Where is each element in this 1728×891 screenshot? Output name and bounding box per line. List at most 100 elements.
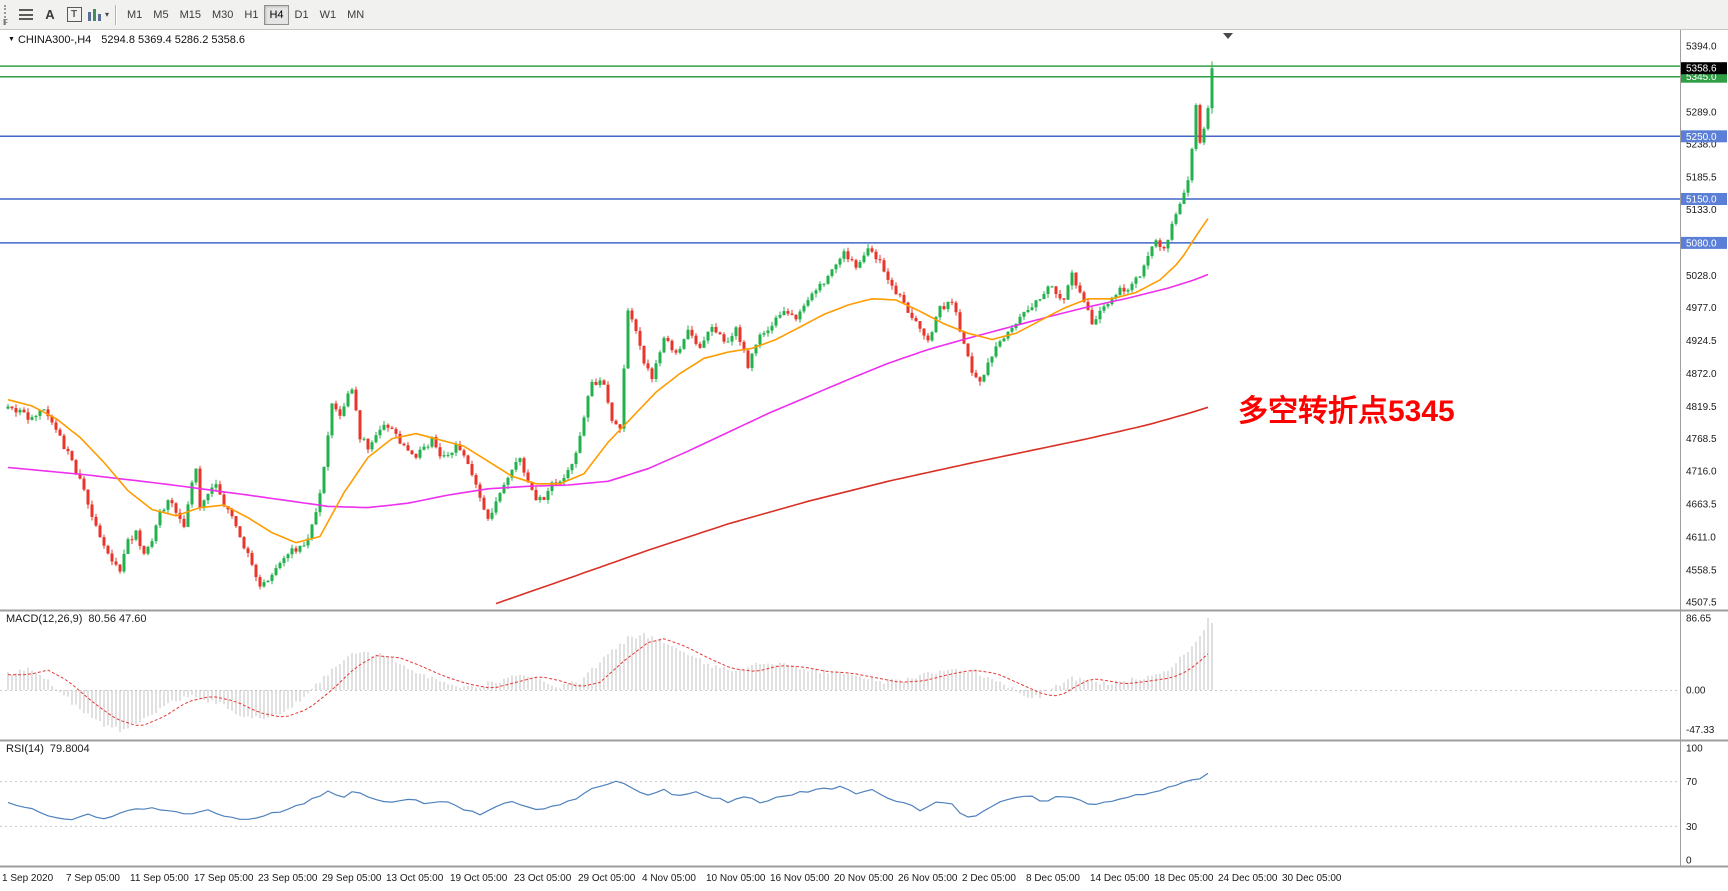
candle-body: [1046, 286, 1050, 294]
candle-body: [234, 516, 238, 527]
candle-body: [1070, 272, 1074, 286]
timeframe-button-m15[interactable]: M15: [175, 5, 206, 25]
candle-body: [486, 509, 490, 519]
candle-body: [786, 311, 790, 314]
font-a-button[interactable]: A: [38, 4, 62, 26]
candle-body: [254, 564, 258, 578]
candle-body: [38, 410, 42, 416]
candle-body: [78, 473, 82, 479]
candle-body: [674, 350, 678, 353]
candle-body: [818, 283, 822, 291]
price-axis-label: 4768.5: [1686, 434, 1717, 445]
candle-body: [914, 318, 918, 322]
ma-slow-line: [495, 406, 1209, 605]
candle-body: [306, 538, 310, 546]
macd-axis-label: 0.00: [1686, 686, 1706, 697]
price-tag: [1681, 130, 1727, 143]
candle-body: [442, 455, 446, 457]
candle-body: [1038, 299, 1042, 301]
price-tag-label: 5358.6: [1686, 64, 1717, 75]
candle-body: [1126, 290, 1130, 292]
candle-body: [482, 497, 486, 510]
candle-body: [762, 333, 766, 335]
timeframe-button-h1[interactable]: H1: [239, 5, 263, 25]
candle-body: [290, 548, 294, 555]
candle-body: [462, 450, 466, 456]
candle-body: [62, 435, 66, 449]
candle-body: [1022, 311, 1026, 317]
menu-button[interactable]: [14, 4, 38, 26]
candle-body: [586, 396, 590, 418]
candle-body: [790, 313, 794, 315]
candle-body: [1134, 277, 1138, 284]
chart-title-symbol: CHINA300-,H4: [17, 34, 92, 46]
candle-body: [714, 327, 718, 333]
candle-body: [1194, 105, 1198, 149]
candle-body: [90, 504, 94, 517]
candle-body: [130, 539, 134, 541]
candle-body: [1186, 180, 1190, 193]
rsi-label: RSI(14) 79.8004: [6, 743, 90, 755]
candle-body: [194, 468, 198, 483]
candle-body: [246, 548, 250, 553]
chart-objects-icon: [88, 8, 101, 21]
toolbar-separator: [115, 4, 118, 25]
candle-body: [326, 435, 330, 467]
timeframe-button-m1[interactable]: M1: [122, 5, 147, 25]
candle-body: [158, 511, 162, 526]
menu-icon: [19, 9, 33, 20]
candle-body: [738, 327, 742, 342]
chart-annotation[interactable]: 多空转折点5345: [1238, 395, 1455, 428]
candle-body: [1086, 301, 1090, 310]
chart-shift-marker[interactable]: [1223, 33, 1233, 39]
time-axis-label: 16 Nov 05:00: [770, 873, 830, 884]
candle-body: [514, 462, 518, 470]
candle-body: [778, 315, 782, 318]
candle-body: [958, 312, 962, 332]
candle-body: [154, 525, 158, 542]
timeframe-button-mn[interactable]: MN: [342, 5, 369, 25]
candle-body: [974, 372, 978, 378]
candle-body: [122, 553, 126, 572]
candle-body: [990, 356, 994, 363]
timeframe-button-h4[interactable]: H4: [264, 4, 289, 25]
candle-body: [94, 516, 98, 526]
candle-body: [330, 403, 334, 436]
candle-body: [18, 409, 22, 413]
time-axis-label: 30 Dec 05:00: [1282, 873, 1342, 884]
candle-body: [1146, 256, 1150, 266]
price-axis-label: 4716.0: [1686, 467, 1717, 478]
time-axis-label: 18 Dec 05:00: [1154, 873, 1214, 884]
candle-body: [242, 537, 246, 549]
candle-body: [370, 442, 374, 450]
timeframe-button-m5[interactable]: M5: [148, 5, 173, 25]
timeframe-button-m30[interactable]: M30: [207, 5, 238, 25]
candle-body: [142, 546, 146, 554]
candle-body: [1150, 246, 1154, 256]
candle-body: [1062, 298, 1066, 300]
candle-body: [702, 340, 706, 348]
chart-objects-button[interactable]: ▾: [86, 4, 110, 26]
candle-body: [898, 294, 902, 296]
candle-body: [1106, 304, 1110, 307]
candle-body: [690, 329, 694, 336]
timeframe-button-w1[interactable]: W1: [315, 5, 342, 25]
time-axis-label: 20 Nov 05:00: [834, 873, 894, 884]
price-axis-label: 4819.5: [1686, 402, 1717, 413]
timeframe-button-d1[interactable]: D1: [290, 5, 314, 25]
candle-body: [770, 325, 774, 331]
time-axis-label: 8 Dec 05:00: [1026, 873, 1080, 884]
candle-body: [46, 409, 50, 417]
candle-body: [1010, 328, 1014, 332]
text-tool-button[interactable]: T: [62, 4, 86, 26]
candle-body: [646, 363, 650, 369]
candle-body: [6, 406, 10, 409]
candle-body: [622, 368, 626, 429]
candle-body: [1066, 285, 1070, 300]
candle-body: [402, 443, 406, 446]
text-tool-icon: T: [66, 7, 82, 22]
candle-body: [886, 271, 890, 280]
candle-body: [286, 554, 290, 559]
toolbar-grip[interactable]: [4, 4, 10, 25]
